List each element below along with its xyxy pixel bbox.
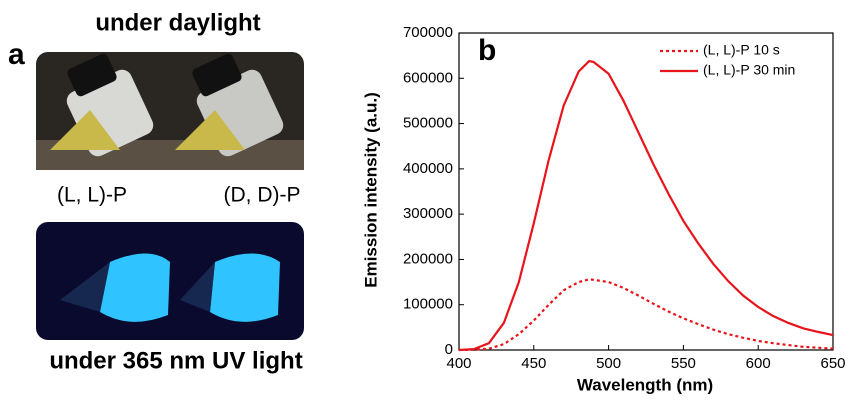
y-tick-label: 500000 — [403, 115, 453, 132]
y-tick-label: 400000 — [403, 160, 453, 177]
y-tick-label: 700000 — [403, 24, 453, 41]
y-tick-label: 600000 — [403, 69, 453, 86]
y-axis-label: Emission intensity (a.u.) — [361, 92, 380, 288]
x-tick-label: 450 — [521, 355, 546, 372]
sample-label: (D, D)-P — [224, 184, 301, 207]
x-tick-label: 500 — [596, 355, 621, 372]
panel-label: b — [478, 34, 496, 67]
legend-label: (L, L)-P 30 min — [703, 62, 795, 78]
x-tick-label: 400 — [446, 355, 471, 372]
legend-label: (L, L)-P 10 s — [703, 42, 780, 58]
series-line — [459, 61, 833, 350]
caption: under 365 nm UV light — [49, 347, 302, 374]
figure: a under daylight (L, L)-P (D, D)-P under… — [0, 0, 853, 403]
x-tick-label: 650 — [820, 355, 845, 372]
plot-frame — [459, 33, 833, 350]
uv-photo — [36, 222, 304, 340]
sample-label: (L, L)-P — [57, 184, 127, 207]
caption: under daylight — [95, 9, 260, 36]
daylight-photo — [36, 52, 304, 170]
y-tick-label: 100000 — [403, 296, 453, 313]
x-tick-label: 550 — [671, 355, 696, 372]
x-axis-label: Wavelength (nm) — [577, 375, 713, 394]
y-tick-label: 200000 — [403, 250, 453, 267]
y-tick-label: 300000 — [403, 205, 453, 222]
x-tick-label: 600 — [746, 355, 771, 372]
panel-label: a — [8, 38, 25, 71]
